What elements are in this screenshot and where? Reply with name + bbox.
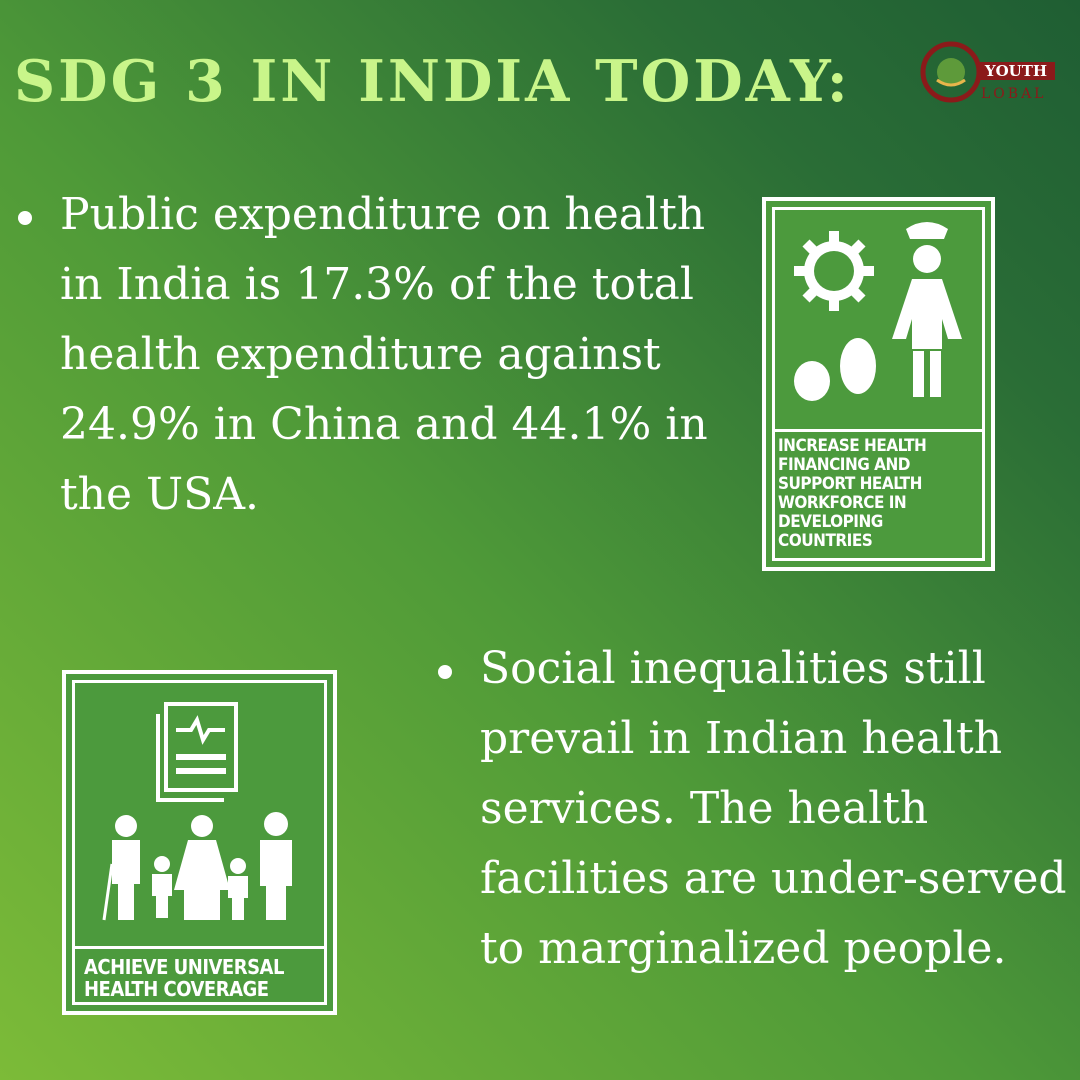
bullet-text: Social inequalities still prevail in Ind…: [434, 634, 1080, 984]
card-label-line: SUPPORT HEALTH: [778, 474, 922, 495]
card-label-line: HEALTH COVERAGE: [84, 977, 269, 1002]
card-label-line: WORKFORCE IN: [778, 493, 907, 514]
card-label: INCREASE HEALTH FINANCING AND SUPPORT HEAL…: [778, 436, 927, 552]
card-label-line: ACHIEVE UNIVERSAL: [84, 955, 284, 979]
card-border: [772, 207, 985, 561]
target-card: ACHIEVE UNIVERSAL HEALTH COVERAGE: [62, 670, 337, 1015]
card-label-line: INCREASE HEALTH: [778, 436, 927, 456]
card-label-line: DEVELOPING: [778, 512, 883, 533]
title: SDG 3 IN INDIA TODAY:: [14, 48, 851, 115]
card-label-line: FINANCING AND: [778, 455, 911, 476]
target-card: INCREASE HEALTH FINANCING AND SUPPORT HEAL…: [762, 197, 995, 571]
bullet-text: Public expenditure on health in India is…: [14, 180, 740, 530]
card-border: [72, 680, 327, 1005]
logo-graphic: YOUTH LOBAL: [920, 41, 1055, 103]
card-icon: [794, 222, 962, 401]
card-divider: [72, 946, 327, 949]
card-label: ACHIEVE UNIVERSAL HEALTH COVERAGE: [84, 956, 284, 1001]
logo-top: YOUTH: [984, 62, 1047, 80]
card-icon: [102, 702, 292, 921]
logo: YOUTH LOBAL: [915, 38, 1060, 108]
logo-bottom: LOBAL: [981, 86, 1046, 102]
card-label-line: COUNTRIES: [778, 531, 873, 552]
card-divider: [772, 429, 985, 432]
